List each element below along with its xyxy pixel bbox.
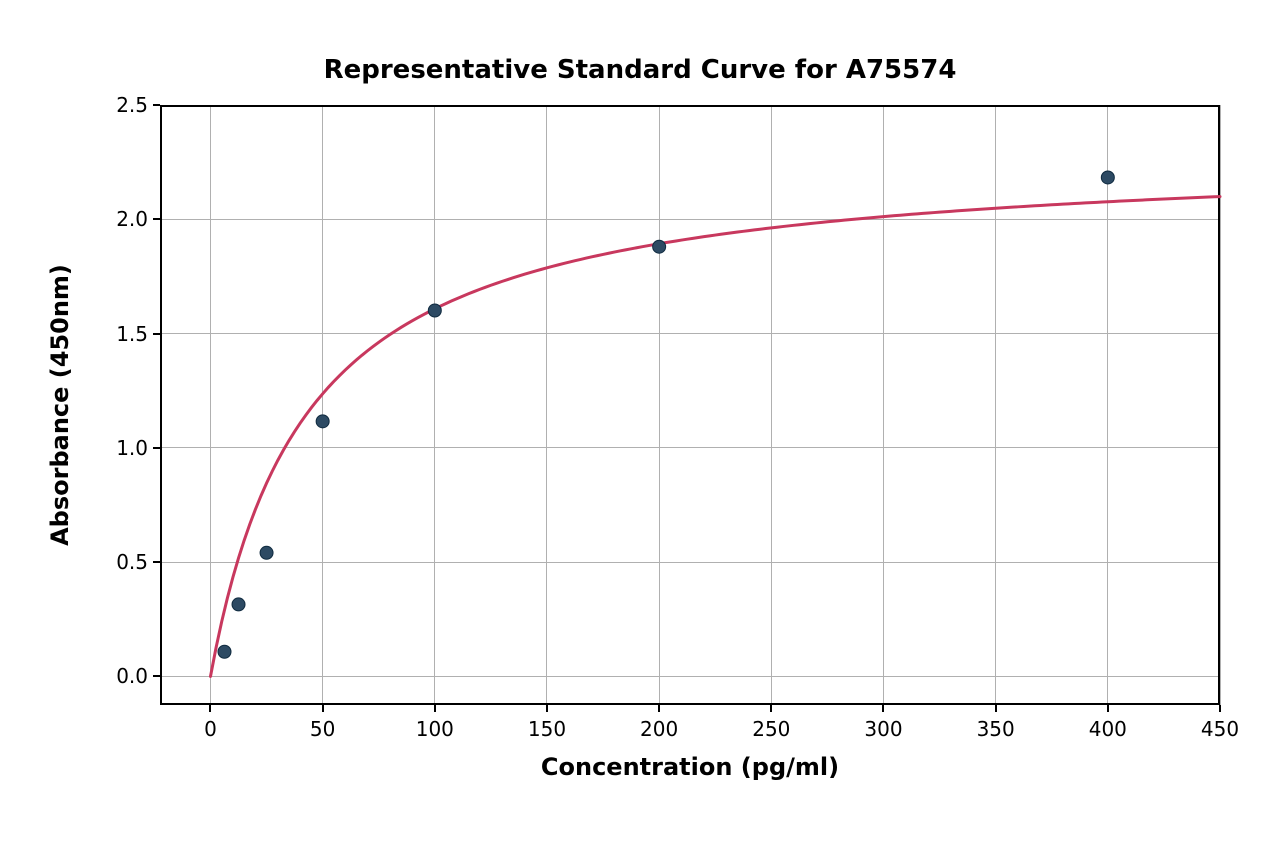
y-axis-label: Absorbance (450nm) [46,264,74,546]
x-tick-mark [434,705,436,712]
figure: Representative Standard Curve for A75574… [0,0,1280,845]
x-axis-label: Concentration (pg/ml) [160,753,1220,781]
x-tick-mark [995,705,997,712]
y-tick-label: 2.5 [110,93,148,117]
x-tick-label: 200 [640,717,678,741]
x-tick-mark [882,705,884,712]
x-tick-label: 0 [204,717,217,741]
x-tick-mark [546,705,548,712]
plot-svg [160,105,1220,705]
x-tick-mark [1107,705,1109,712]
y-tick-mark [153,104,160,106]
y-tick-label: 1.5 [110,322,148,346]
y-tick-label: 1.0 [110,436,148,460]
fitted-curve [210,197,1220,677]
plot-area [160,105,1220,705]
x-tick-mark [770,705,772,712]
x-tick-label: 400 [1089,717,1127,741]
chart-title: Representative Standard Curve for A75574 [0,55,1280,85]
data-point [653,240,666,253]
data-point [218,645,231,658]
x-tick-mark [322,705,324,712]
x-tick-label: 350 [977,717,1015,741]
x-tick-mark [209,705,211,712]
y-tick-label: 2.0 [110,207,148,231]
y-tick-mark [153,561,160,563]
y-tick-mark [153,447,160,449]
data-point [428,304,441,317]
x-tick-label: 50 [310,717,335,741]
x-tick-mark [658,705,660,712]
data-point [260,546,273,559]
x-tick-label: 300 [864,717,902,741]
x-tick-label: 100 [416,717,454,741]
y-tick-label: 0.5 [110,550,148,574]
y-tick-mark [153,333,160,335]
data-point [232,598,245,611]
data-point [1101,171,1114,184]
x-tick-label: 250 [752,717,790,741]
x-tick-mark [1219,705,1221,712]
y-tick-label: 0.0 [110,664,148,688]
y-tick-mark [153,675,160,677]
y-tick-mark [153,218,160,220]
x-tick-label: 150 [528,717,566,741]
x-tick-label: 450 [1201,717,1239,741]
data-point [316,415,329,428]
